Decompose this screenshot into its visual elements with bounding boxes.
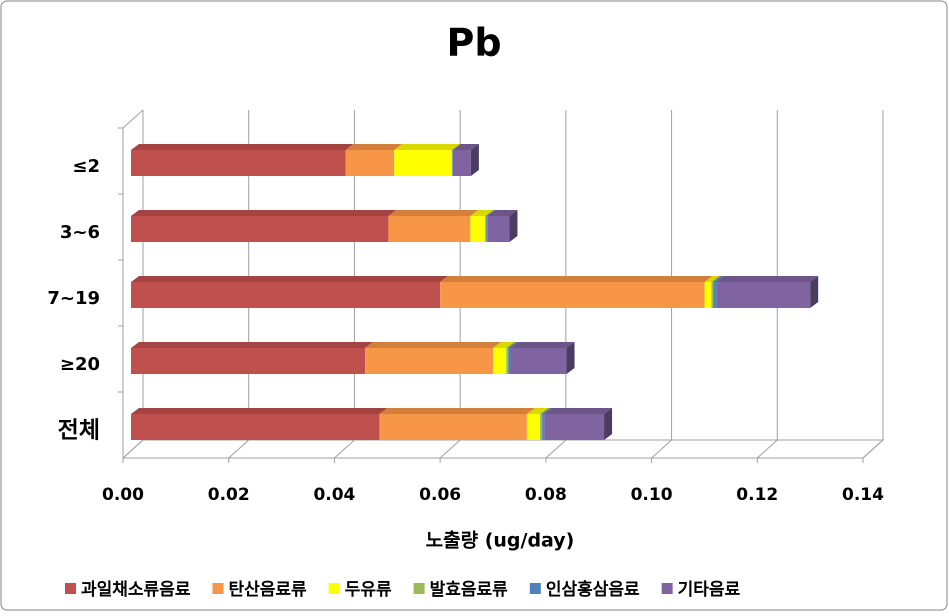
bar-top [452,144,479,150]
chart-title: Pb [446,21,501,65]
bar-segment [508,348,511,374]
bar-top [540,408,551,414]
bar-segment [131,216,389,242]
bar-top [131,342,374,348]
bar-top [345,144,403,150]
bar-top [510,342,575,348]
y-tick-label: ≥20 [60,354,100,375]
bar-top [470,210,494,216]
bar-top [508,342,519,348]
grid-line [651,110,673,459]
x-tick-label: 0.12 [736,485,778,505]
legend-label: 두유류 [345,580,392,600]
bar-segment [440,282,705,308]
bar-top [485,210,495,216]
legend-swatch [661,583,673,594]
bar-segment [131,348,366,374]
x-tick-label: 0.08 [525,485,567,505]
bar-segment [711,282,714,308]
grid-line [862,110,884,459]
floor [121,439,885,459]
bar-segment [131,150,346,176]
bar-segment [131,414,380,440]
bar-top [716,276,819,282]
bar-top [487,210,518,216]
bar-segment [526,414,541,440]
bar-side [470,144,479,176]
legend-label: 과일채소류음료 [81,580,191,600]
bar-top [713,276,725,282]
bar-segment [452,150,453,176]
bar-segment [510,348,567,374]
bar-top [131,210,397,216]
x-tick-label: 0.04 [313,485,355,505]
legend-label: 발효음료류 [430,580,509,600]
bar-top [131,408,388,414]
bar-top [131,276,449,282]
x-tick-label: 0.00 [102,485,144,505]
bar-top [388,210,479,216]
x-tick-label: 0.14 [842,485,884,505]
bar-segment [487,216,510,242]
bar-segment [394,150,452,176]
bar-top [131,144,354,150]
bar-segment [388,216,471,242]
legend-label: 기타음료 [678,580,741,600]
bar-segment [451,150,453,176]
bar-top [711,276,722,282]
bar-top [365,342,502,348]
bar-segment [540,414,543,440]
x-axis-title: 노출량 (ug/day) [426,530,575,552]
bar-segment [704,282,712,308]
legend-label: 탄산음료류 [228,580,307,600]
bar-segment [486,216,488,242]
bar-top [440,276,713,282]
bar-top [542,408,553,414]
bar-segment [365,348,494,374]
bar-segment [452,150,471,176]
bar-segment [345,150,395,176]
legend-swatch [413,583,425,594]
wall-edge [122,109,144,129]
legend-swatch [529,583,541,594]
bar-top [486,210,496,216]
x-tick-label: 0.10 [631,485,673,505]
bar-segment [716,282,811,308]
bar-segment [713,282,717,308]
y-tick-label: 7~19 [47,288,100,309]
bar-segment [485,216,487,242]
bar-top [506,342,517,348]
bar-segment [470,216,486,242]
y-tick-label: 전체 [58,418,100,444]
x-tick-label: 0.06 [419,485,461,505]
legend-swatch [328,583,340,594]
grid-line [756,110,778,459]
bar-side [604,408,613,440]
bar-segment [131,282,441,308]
bar-top [526,408,549,414]
x-tick-label: 0.02 [208,485,250,505]
bar-segment [542,414,545,440]
bar-top [544,408,613,414]
bar-top [379,408,535,414]
bar-top [394,144,460,150]
bar-top [493,342,515,348]
bar-segment [506,348,509,374]
legend-swatch [65,583,76,594]
legend-swatch [212,583,224,594]
bar-top [451,144,461,150]
bar-segment [544,414,605,440]
bar-side [566,342,575,374]
bar-side [810,276,819,308]
bar-segment [493,348,507,374]
legend-label: 인삼홍삼음료 [546,579,640,600]
bar-segment [379,414,527,440]
bar-side [509,210,518,242]
bar-top [452,144,461,150]
bar-top [704,276,720,282]
y-tick-label: 3~6 [60,222,100,243]
y-tick-label: ≤2 [72,156,100,177]
